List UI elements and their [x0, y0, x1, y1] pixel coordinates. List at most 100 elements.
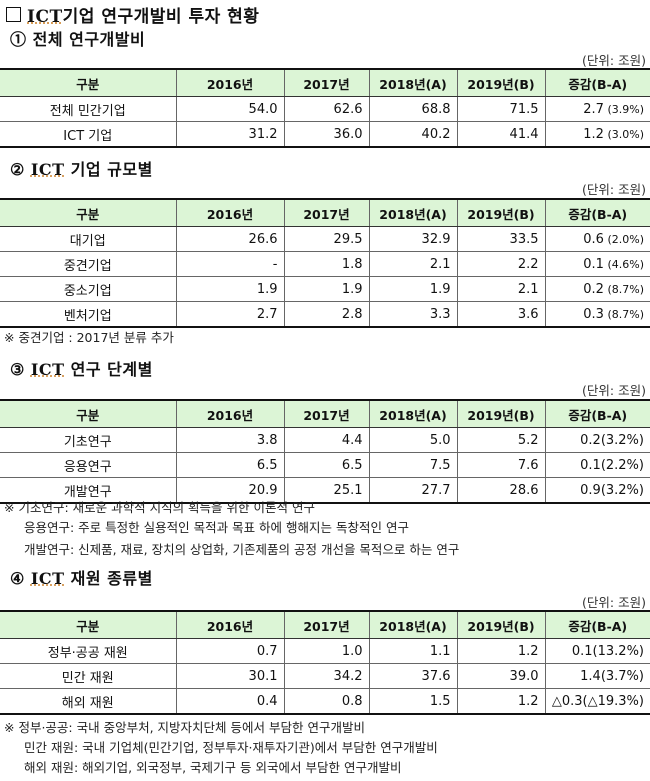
column-header: 2018년(A): [368, 68, 458, 97]
column-header: 2018년(A): [368, 198, 458, 227]
column-header: 2017년: [283, 610, 370, 639]
cell-value: 1.8: [283, 251, 370, 277]
table-row: 중소기업 1.9 1.9 1.9 2.1 0.2 (8.7%): [0, 276, 650, 302]
table-header-row: 구분 2016년 2017년 2018년(A) 2019년(B) 증감(B-A): [0, 68, 650, 97]
cell-value: 30.1: [175, 663, 285, 689]
cell-value: 32.9: [368, 226, 458, 252]
cell-value: 41.4: [456, 121, 546, 148]
cell-value: 36.0: [283, 121, 370, 148]
cell-value: 0.6 (2.0%): [544, 226, 650, 252]
cell-value: 39.0: [456, 663, 546, 689]
cell-value: 0.4: [175, 688, 285, 715]
row-label: 전체 민간기업: [0, 96, 177, 122]
cell-value: 0.7: [175, 638, 285, 664]
table-total-rnd: 구분 2016년 2017년 2018년(A) 2019년(B) 증감(B-A) 전체 …: [0, 68, 650, 148]
section-3-title: ③ ICT 연구 단계별: [10, 360, 153, 379]
cell-value: -: [175, 251, 285, 277]
cell-value: 34.2: [283, 663, 370, 689]
column-header: 구분: [0, 610, 177, 639]
column-header: 2018년(A): [368, 399, 458, 428]
column-header: 2018년(A): [368, 610, 458, 639]
cell-value: 0.2(3.2%): [544, 427, 650, 453]
column-header: 증감(B-A): [544, 610, 650, 639]
cell-value: 37.6: [368, 663, 458, 689]
cell-value: 28.6: [456, 477, 546, 504]
cell-value: 5.2: [456, 427, 546, 453]
cell-value: 1.0: [283, 638, 370, 664]
row-label: 민간 재원: [0, 663, 177, 689]
table-by-research-stage: 구분 2016년 2017년 2018년(A) 2019년(B) 증감(B-A) 기초연…: [0, 399, 650, 504]
table-row: 해외 재원 0.4 0.8 1.5 1.2 △0.3(△19.3%): [0, 688, 650, 715]
table-row: 중견기업 - 1.8 2.1 2.2 0.1 (4.6%): [0, 251, 650, 277]
cell-value: 2.2: [456, 251, 546, 277]
column-header: 구분: [0, 68, 177, 97]
table-header-row: 구분 2016년 2017년 2018년(A) 2019년(B) 증감(B-A): [0, 399, 650, 428]
row-label: 중견기업: [0, 251, 177, 277]
footnote: ※ 기초연구: 새로운 과학적 지식의 획득을 위한 이론적 연구 응용연구: …: [4, 500, 460, 557]
column-header: 2017년: [283, 198, 370, 227]
cell-value: 0.1(13.2%): [544, 638, 650, 664]
row-label: 해외 재원: [0, 688, 177, 715]
cell-value: 4.4: [283, 427, 370, 453]
cell-value: 31.2: [175, 121, 285, 148]
row-label: 중소기업: [0, 276, 177, 302]
table-row: 개발연구 20.9 25.1 27.7 28.6 0.9(3.2%): [0, 477, 650, 504]
cell-value: 7.5: [368, 452, 458, 478]
cell-value: 3.8: [175, 427, 285, 453]
cell-value: 2.1: [456, 276, 546, 302]
cell-value: 25.1: [283, 477, 370, 504]
cell-value: 1.4(3.7%): [544, 663, 650, 689]
column-header: 2016년: [175, 198, 285, 227]
cell-value: 0.3 (8.7%): [544, 301, 650, 328]
cell-value: 3.3: [368, 301, 458, 328]
cell-value: 68.8: [368, 96, 458, 122]
cell-value: 1.9: [175, 276, 285, 302]
table-header-row: 구분 2016년 2017년 2018년(A) 2019년(B) 증감(B-A): [0, 610, 650, 639]
column-header: 2019년(B): [456, 198, 546, 227]
table-by-company-size: 구분 2016년 2017년 2018년(A) 2019년(B) 증감(B-A) 대기업…: [0, 198, 650, 328]
column-header: 2016년: [175, 610, 285, 639]
column-header: 2017년: [283, 399, 370, 428]
cell-value: 6.5: [175, 452, 285, 478]
column-header: 2019년(B): [456, 68, 546, 97]
column-header: 구분: [0, 198, 177, 227]
unit-label: (단위: 조원): [582, 595, 646, 610]
table-row: 벤처기업 2.7 2.8 3.3 3.6 0.3 (8.7%): [0, 301, 650, 328]
cell-value: 1.2 (3.0%): [544, 121, 650, 148]
cell-value: 54.0: [175, 96, 285, 122]
column-header: 2019년(B): [456, 399, 546, 428]
cell-value: 33.5: [456, 226, 546, 252]
column-header: 증감(B-A): [544, 198, 650, 227]
column-header: 2017년: [283, 68, 370, 97]
cell-value: 1.2: [456, 638, 546, 664]
column-header: 2019년(B): [456, 610, 546, 639]
column-header: 2016년: [175, 68, 285, 97]
cell-value: 40.2: [368, 121, 458, 148]
cell-value: 1.5: [368, 688, 458, 715]
row-label: 대기업: [0, 226, 177, 252]
table-row: 전체 민간기업 54.0 62.6 68.8 71.5 2.7 (3.9%): [0, 96, 650, 122]
row-label: 기초연구: [0, 427, 177, 453]
cell-value: 2.7 (3.9%): [544, 96, 650, 122]
cell-value: 5.0: [368, 427, 458, 453]
cell-value: 2.8: [283, 301, 370, 328]
cell-value: 3.6: [456, 301, 546, 328]
cell-value: 0.2 (8.7%): [544, 276, 650, 302]
section-1-title: ① 전체 연구개발비: [10, 30, 146, 49]
section-4-title: ④ ICT 재원 종류별: [10, 569, 153, 588]
column-header: 증감(B-A): [544, 68, 650, 97]
cell-value: 1.1: [368, 638, 458, 664]
cell-value: 6.5: [283, 452, 370, 478]
checkbox-square-icon: [6, 7, 21, 22]
table-row: 민간 재원 30.1 34.2 37.6 39.0 1.4(3.7%): [0, 663, 650, 689]
cell-value: 71.5: [456, 96, 546, 122]
row-label: 벤처기업: [0, 301, 177, 328]
cell-value: 62.6: [283, 96, 370, 122]
cell-value: 20.9: [175, 477, 285, 504]
footnote: ※ 정부·공공: 국내 중앙부처, 지방자치단체 등에서 부담한 연구개발비 민…: [4, 720, 438, 775]
table-by-funding-source: 구분 2016년 2017년 2018년(A) 2019년(B) 증감(B-A) 정부·…: [0, 610, 650, 715]
cell-value: 1.9: [283, 276, 370, 302]
row-label: 정부·공공 재원: [0, 638, 177, 664]
column-header: 구분: [0, 399, 177, 428]
cell-value: 0.9(3.2%): [544, 477, 650, 504]
